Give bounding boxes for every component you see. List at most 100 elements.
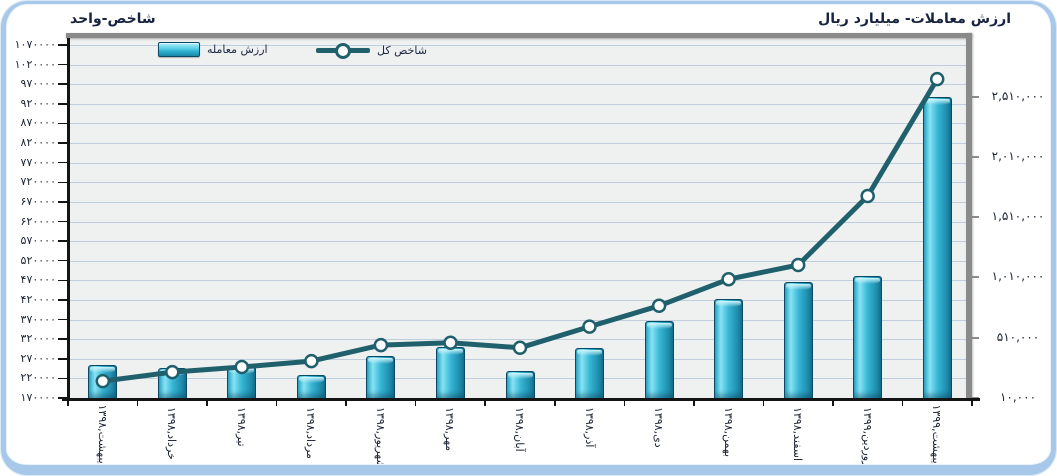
bar	[227, 366, 257, 398]
x-axis-label: دی,۱۳۹۸	[652, 407, 666, 448]
left-axis-tick	[58, 318, 68, 321]
bar-top-highlight	[716, 301, 742, 308]
left-axis-title: شاخص-واحد	[70, 11, 156, 27]
x-axis-label: اردیبهشت,۱۳۹۹	[930, 404, 944, 476]
right-axis-label: ۲,۵۱۰,۰۰۰	[991, 88, 1045, 103]
x-axis-line	[62, 398, 980, 401]
grid-line	[68, 45, 966, 46]
left-axis-tick	[58, 299, 68, 301]
left-axis-label: ۵۲۰۰۰۰	[20, 253, 56, 267]
x-axis-label: اردیبهشت,۱۳۹۸	[95, 404, 109, 476]
x-axis-tick	[693, 400, 695, 406]
left-axis-tick	[58, 220, 68, 223]
left-axis-label: ۹۲۰۰۰۰	[20, 96, 56, 110]
bar	[853, 276, 883, 398]
bar-top-highlight	[437, 349, 463, 356]
left-axis-label: ۳۲۰۰۰۰	[20, 332, 56, 346]
grid-line	[68, 104, 966, 105]
left-axis-tick	[58, 44, 68, 46]
bar-top-highlight	[646, 322, 672, 329]
bar	[714, 299, 744, 398]
x-axis-label: خرداد,۱۳۹۸	[165, 407, 179, 460]
x-axis-label: فروردین,۱۳۹۹	[860, 407, 874, 473]
grid-line	[68, 241, 966, 242]
bar	[366, 355, 396, 398]
bar-top-highlight	[298, 377, 324, 384]
grid-line	[68, 300, 966, 301]
x-axis-label: مرداد,۱۳۹۸	[304, 407, 318, 459]
grid-line	[68, 280, 966, 281]
x-axis-label: آذر,۱۳۹۸	[582, 407, 596, 448]
left-axis-label: ۸۷۰۰۰۰	[20, 116, 56, 130]
plot-top-border	[66, 33, 972, 38]
right-axis-tick	[972, 155, 979, 158]
left-axis-label: ۱۰۷۰۰۰۰	[14, 38, 56, 51]
x-axis-tick	[623, 400, 626, 406]
left-axis-label: ۲۲۰۰۰۰	[20, 371, 56, 385]
x-axis-label: مهر,۱۳۹۸	[443, 407, 457, 452]
left-axis-label: ۴۲۰۰۰۰	[20, 292, 56, 306]
right-axis-label: ۵۱۰,۰۰۰	[996, 329, 1040, 344]
line-series-swatch-icon	[316, 48, 370, 53]
left-axis-label: ۶۲۰۰۰۰	[20, 214, 56, 228]
grid-line	[68, 65, 966, 66]
bar-top-highlight	[785, 284, 811, 291]
x-axis-tick	[345, 400, 347, 406]
right-axis-label: ۱۰,۰۰۰	[999, 390, 1037, 404]
bar-top-highlight	[855, 278, 881, 285]
x-axis-tick	[206, 400, 208, 406]
bar-top-highlight	[577, 349, 603, 356]
legend-item-line: شاخص کل	[316, 44, 427, 57]
grid-line	[68, 84, 966, 85]
bar	[435, 347, 465, 398]
bar	[575, 347, 605, 398]
bar	[644, 320, 674, 398]
left-axis-tick	[58, 122, 68, 125]
bar	[783, 282, 813, 398]
legend-label-bar: ارزش معامله	[207, 43, 268, 56]
x-axis-tick	[762, 400, 765, 406]
x-axis-tick	[554, 400, 556, 406]
grid-line	[68, 202, 966, 203]
x-axis-label: تیر,۱۳۹۸	[234, 407, 248, 447]
x-axis-label: آبان,۱۳۹۸	[513, 407, 526, 452]
bar-top-highlight	[90, 366, 116, 373]
bar-top-highlight	[229, 368, 255, 375]
x-axis-tick	[67, 400, 69, 406]
y-axis-line	[67, 38, 70, 400]
x-axis-tick	[275, 400, 278, 406]
bar	[505, 370, 535, 398]
right-axis-tick	[972, 216, 979, 219]
bar-top-highlight	[507, 372, 533, 379]
right-axis-label: ۱,۵۱۰,۰۰۰	[991, 209, 1045, 224]
left-axis-label: ۷۷۰۰۰۰	[20, 155, 56, 169]
grid-line	[68, 123, 966, 124]
grid-line	[68, 222, 966, 223]
left-axis-tick	[58, 358, 68, 360]
bar	[922, 97, 952, 398]
left-axis-tick	[58, 259, 68, 262]
grid-line	[68, 261, 966, 262]
grid-line	[68, 163, 966, 164]
left-axis-tick	[58, 83, 68, 85]
right-axis-title: ارزش معاملات- میلیارد ریال	[818, 11, 1011, 27]
left-axis-tick	[58, 63, 68, 66]
bar	[88, 364, 118, 398]
left-axis-label: ۶۷۰۰۰۰	[20, 194, 56, 208]
left-axis-label: ۴۷۰۰۰۰	[20, 273, 56, 287]
plot-background	[68, 33, 966, 398]
left-axis-label: ۷۲۰۰۰۰	[20, 175, 56, 189]
right-axis-tick	[972, 336, 979, 339]
left-axis-tick	[58, 338, 68, 340]
plot-right-border	[966, 33, 972, 400]
left-axis-tick	[58, 240, 68, 242]
grid-line	[68, 339, 966, 340]
bar-series-swatch-icon	[158, 42, 200, 57]
left-axis-tick	[58, 103, 68, 105]
bar	[296, 375, 326, 398]
left-axis-tick	[58, 161, 68, 164]
right-axis-label: ۲,۰۱۰,۰۰۰	[991, 148, 1045, 163]
x-axis-tick	[971, 400, 973, 406]
